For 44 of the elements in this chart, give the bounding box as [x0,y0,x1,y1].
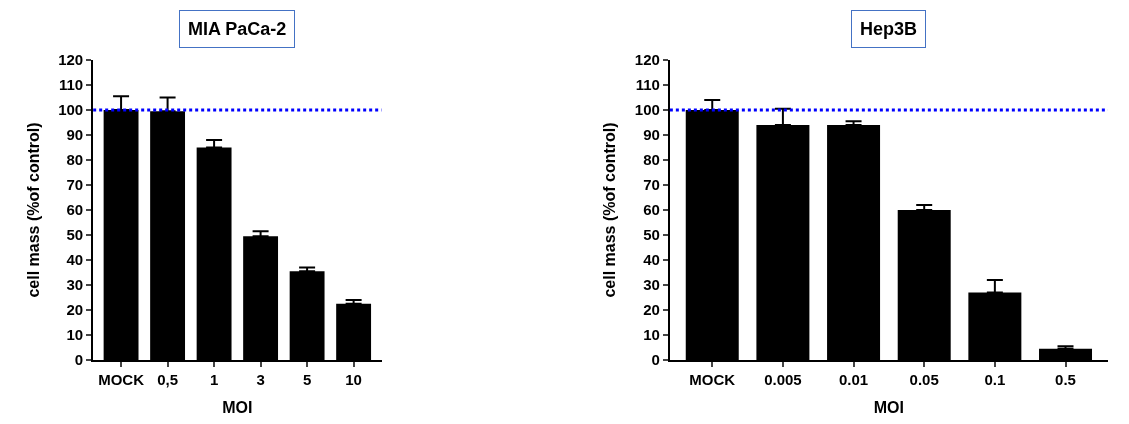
y-tick-label: 100 [58,101,84,119]
y-tick-label: 90 [66,126,84,144]
y-tick-label: 50 [66,226,84,244]
x-axis-title: MOI [222,399,253,417]
y-tick-label: 70 [66,176,84,194]
x-tick-label: 5 [302,371,312,388]
y-tick-label: 0 [74,351,84,369]
y-tick-label: 120 [58,51,84,69]
y-axis-title: cell mass (%of control) [601,122,619,298]
y-tick-label: 10 [643,326,660,344]
x-tick-label: 1 [209,371,219,388]
x-tick-label: 0.1 [984,371,1006,388]
chart-title: Hep3B [860,19,918,39]
y-tick-label: 120 [634,51,660,69]
x-tick-label: 0,5 [157,371,179,388]
x-tick-label: 3 [256,371,265,388]
y-tick-label: 80 [66,151,84,169]
chart-title: MIA PaCa-2 [188,19,287,39]
y-tick-label: 50 [643,226,660,244]
y-tick-label: 110 [58,76,84,94]
y-tick-label: 110 [635,76,660,94]
x-tick-label: 10 [345,371,362,388]
x-tick-label: 0.5 [1055,371,1076,388]
x-tick-label: 0.05 [909,371,939,388]
y-tick-label: 20 [66,301,84,319]
y-tick-label: 70 [643,176,660,194]
x-axis-title: MOI [873,399,904,417]
y-tick-label: 60 [643,201,660,219]
y-axis-title: cell mass (%of control) [24,122,42,298]
x-tick-label: 0.01 [838,371,869,388]
x-tick-label: MOCK [689,371,736,388]
y-tick-label: 80 [643,151,660,169]
y-tick-label: 100 [634,101,660,119]
y-tick-label: 30 [66,276,84,294]
y-tick-label: 0 [651,351,660,369]
y-tick-label: 40 [643,251,660,269]
y-tick-label: 10 [66,326,84,344]
y-tick-label: 20 [643,301,660,319]
x-tick-label: MOCK [98,371,145,388]
y-tick-label: 40 [66,251,84,269]
y-tick-label: 90 [643,126,660,144]
y-tick-label: 30 [643,276,660,294]
y-tick-label: 60 [66,201,84,219]
x-tick-label: 0.005 [764,371,802,388]
